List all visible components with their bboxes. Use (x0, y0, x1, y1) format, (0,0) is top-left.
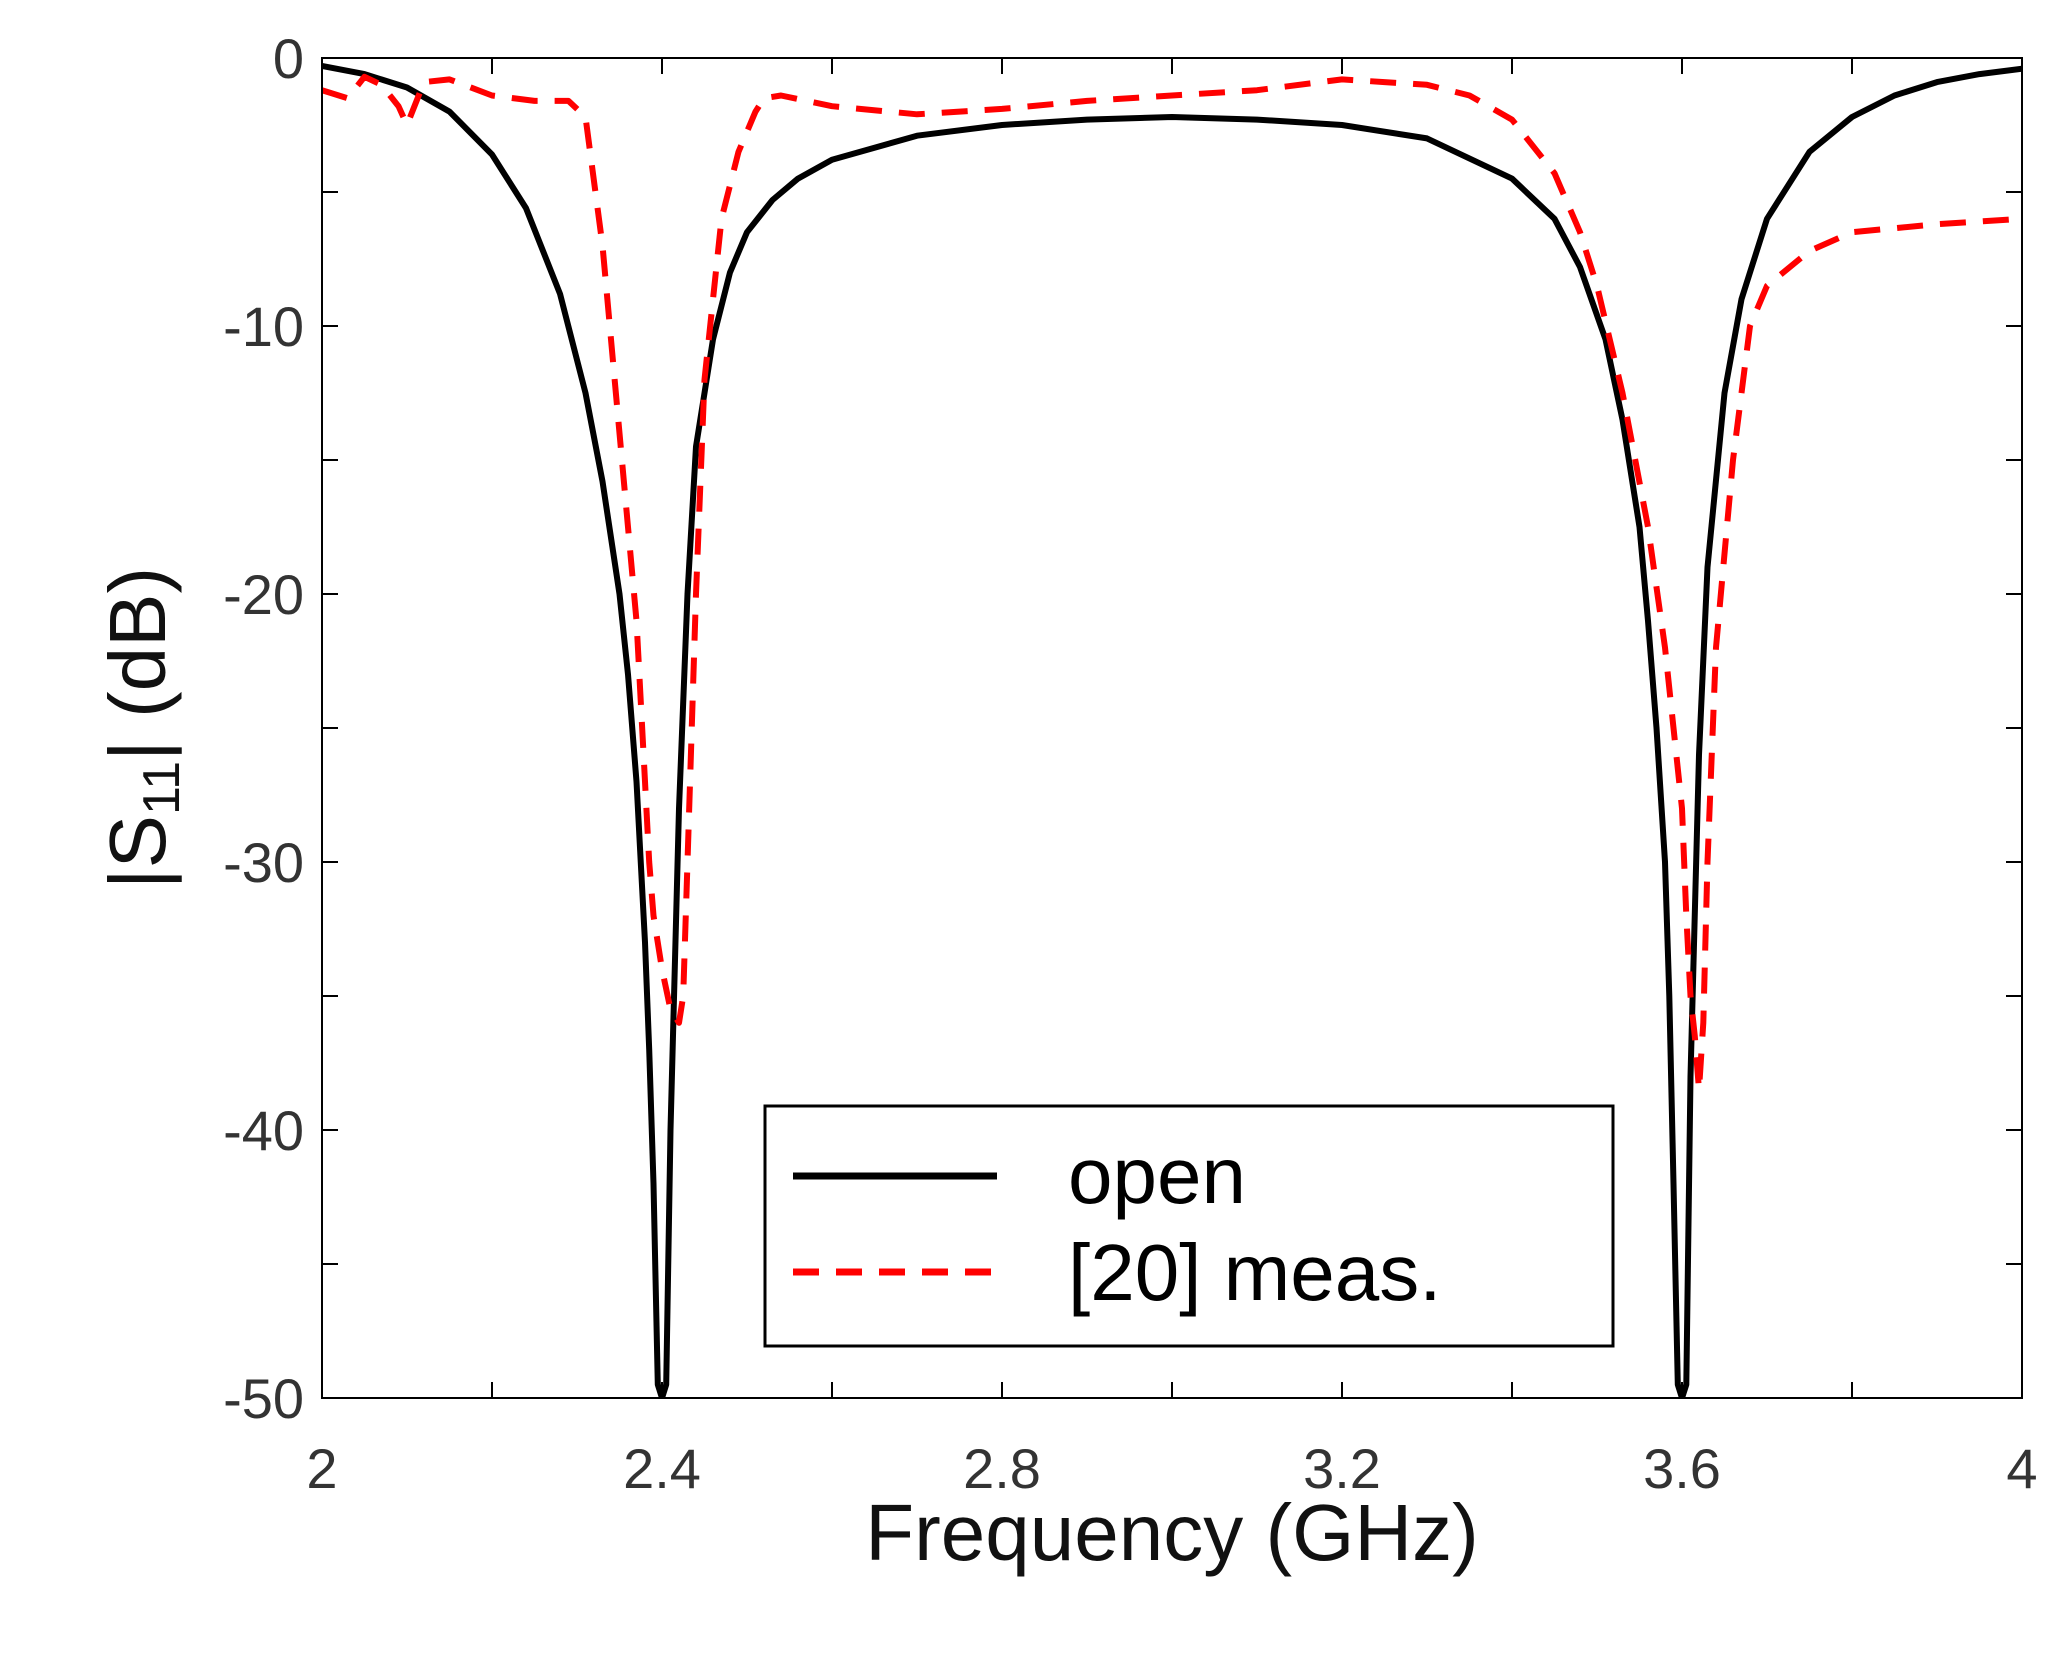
y-axis-title-suffix: | (dB) (93, 567, 182, 761)
y-tick-label: -40 (223, 1099, 304, 1162)
series-layer (322, 63, 2022, 1398)
x-tick-label: 2.4 (623, 1437, 701, 1500)
y-tick-label: 0 (273, 27, 304, 90)
legend-label-open: open (1068, 1131, 1246, 1220)
ticks-layer (321, 57, 2023, 1399)
y-tick-labels: 0 -10 -20 -30 -40 -50 (223, 27, 304, 1430)
legend-box (763, 1104, 1615, 1348)
y-axis-title-prefix: |S (93, 815, 182, 889)
x-tick-label: 2 (306, 1437, 337, 1500)
x-tick-label: 3.2 (1303, 1437, 1381, 1500)
legend-label-meas: [20] meas. (1068, 1228, 1442, 1317)
y-tick-label: -50 (223, 1367, 304, 1430)
x-tick-label: 4 (2006, 1437, 2037, 1500)
legend: open [20] meas. (763, 1104, 1615, 1348)
x-tick-label: 3.6 (1643, 1437, 1721, 1500)
y-tick-label: -10 (223, 295, 304, 358)
series-line-meas (322, 73, 2022, 1093)
y-tick-label: -20 (223, 563, 304, 626)
x-axis-title: Frequency (GHz) (865, 1488, 1478, 1577)
y-axis-title: |S11| (dB) (93, 567, 191, 889)
y-tick-label: -30 (223, 831, 304, 894)
x-tick-label: 2.8 (963, 1437, 1041, 1500)
series-line-open (322, 63, 2022, 1398)
x-tick-labels: 2 2.4 2.8 3.2 3.6 4 (306, 1437, 2037, 1500)
y-axis-title-subscript: 11 (133, 761, 191, 815)
